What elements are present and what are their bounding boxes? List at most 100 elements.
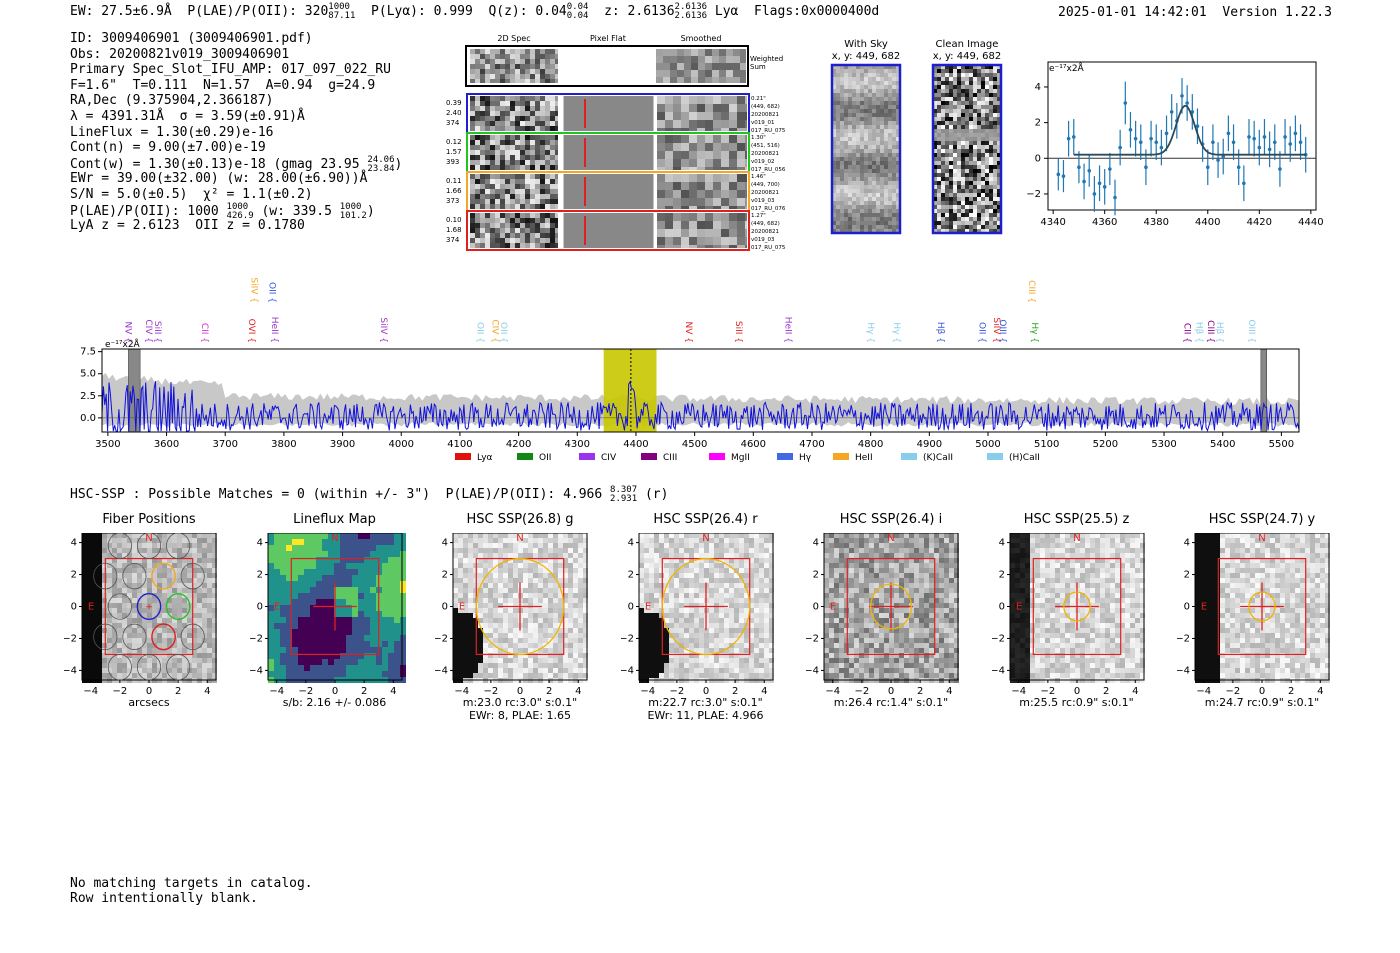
noise-pixel bbox=[737, 96, 745, 104]
cutout-pixel bbox=[473, 578, 478, 583]
cutout-pixel bbox=[177, 558, 182, 563]
cutout-pixel bbox=[137, 573, 142, 578]
cutout-pixel bbox=[147, 558, 152, 563]
cutout-pixel bbox=[162, 568, 167, 573]
sky-pixel bbox=[840, 205, 844, 209]
noise-pixel bbox=[470, 238, 475, 243]
cutout-pixel bbox=[172, 558, 177, 563]
noise-pixel bbox=[545, 64, 550, 69]
sky-pixel bbox=[937, 69, 941, 73]
sky-pixel bbox=[832, 201, 836, 205]
sky-pixel bbox=[868, 101, 872, 105]
noise-pixel bbox=[475, 59, 480, 64]
noise-pixel bbox=[485, 79, 490, 83]
cutout-pixel bbox=[468, 618, 473, 623]
cutout-pixel bbox=[458, 533, 463, 538]
flux-pixel bbox=[273, 545, 280, 551]
sky-pixel bbox=[933, 181, 937, 185]
sky-pixel bbox=[844, 133, 848, 137]
cutout-pixel bbox=[528, 573, 533, 578]
noise-pixel bbox=[681, 182, 689, 190]
cutout-pixel bbox=[488, 638, 493, 643]
noise-pixel bbox=[470, 49, 475, 54]
noise-pixel bbox=[665, 229, 673, 237]
line-marker: SiIV { bbox=[249, 278, 259, 303]
sky-pixel bbox=[969, 153, 973, 157]
noise-pixel bbox=[545, 69, 550, 74]
cutout-pixel bbox=[137, 648, 142, 653]
sky-pixel bbox=[993, 69, 997, 73]
cutout-pixel bbox=[503, 613, 508, 618]
cutout-pixel bbox=[533, 583, 538, 588]
noise-pixel bbox=[530, 174, 535, 179]
cutout-pixel bbox=[117, 543, 122, 548]
sky-pixel bbox=[860, 69, 864, 73]
sky-pixel bbox=[977, 193, 981, 197]
cutout-pixel bbox=[212, 613, 217, 618]
flux-pixel bbox=[393, 575, 400, 581]
cutout-pixel bbox=[202, 663, 207, 668]
cutout-pixel bbox=[453, 618, 458, 623]
cutout-pixel bbox=[558, 568, 563, 573]
sky-pixel bbox=[957, 213, 961, 217]
cutout-pixel bbox=[523, 588, 528, 593]
cutout-pixel bbox=[493, 578, 498, 583]
cutout-pixel bbox=[458, 608, 463, 613]
cutout-pixel bbox=[182, 668, 187, 673]
flux-pixel bbox=[273, 551, 280, 557]
sky-pixel bbox=[892, 141, 896, 145]
cutout-pixel bbox=[162, 608, 167, 613]
sky-pixel bbox=[840, 165, 844, 169]
noise-pixel bbox=[535, 74, 540, 79]
flux-pixel bbox=[363, 671, 370, 677]
flux-pixel bbox=[327, 599, 334, 605]
sky-pixel bbox=[933, 117, 937, 121]
cutout-pixel bbox=[87, 643, 92, 648]
flux-pixel bbox=[381, 557, 388, 563]
sky-pixel bbox=[941, 81, 945, 85]
sky-pixel bbox=[989, 73, 993, 77]
cutout-pixel bbox=[162, 603, 167, 608]
cutout-pixel bbox=[488, 618, 493, 623]
noise-pixel bbox=[485, 49, 490, 54]
sky-pixel bbox=[953, 161, 957, 165]
sky-pixel bbox=[937, 177, 941, 181]
sky-pixel bbox=[981, 129, 985, 133]
noise-pixel bbox=[485, 238, 490, 243]
cutout-pixel bbox=[122, 618, 127, 623]
sky-pixel bbox=[953, 133, 957, 137]
flux-pixel bbox=[339, 587, 346, 593]
cutout-pixel bbox=[112, 618, 117, 623]
flux-pixel bbox=[369, 545, 376, 551]
cutout-pixel bbox=[207, 663, 212, 668]
sky-pixel bbox=[872, 181, 876, 185]
cutout-pixel bbox=[543, 538, 548, 543]
cutout-pixel bbox=[498, 553, 503, 558]
sky-pixel bbox=[852, 101, 856, 105]
sky-pixel bbox=[844, 209, 848, 213]
flux-pixel bbox=[327, 671, 334, 677]
sky-pixel bbox=[848, 165, 852, 169]
sky-pixel bbox=[836, 205, 840, 209]
sky-pixel bbox=[892, 85, 896, 89]
cutout-pixel bbox=[152, 628, 157, 633]
cutout-pixel bbox=[82, 563, 87, 568]
sky-pixel bbox=[892, 81, 896, 85]
noise-pixel bbox=[705, 182, 713, 190]
flux-pixel bbox=[291, 605, 298, 611]
y-tick-label: −2 bbox=[435, 633, 448, 644]
cutout-pixel bbox=[493, 628, 498, 633]
noise-pixel bbox=[470, 155, 475, 160]
sky-pixel bbox=[937, 169, 941, 173]
sky-pixel bbox=[884, 101, 888, 105]
line-marker: NV { bbox=[683, 322, 693, 343]
cutout-pixel bbox=[147, 538, 152, 543]
cutout-pixel bbox=[97, 658, 102, 663]
sky-pixel bbox=[868, 229, 872, 233]
noise-pixel bbox=[705, 120, 713, 128]
cutout-pixel bbox=[578, 643, 583, 648]
cutout-pixel bbox=[107, 618, 112, 623]
sky-pixel bbox=[985, 197, 989, 201]
noise-pixel bbox=[689, 128, 697, 131]
sky-pixel bbox=[965, 225, 969, 229]
